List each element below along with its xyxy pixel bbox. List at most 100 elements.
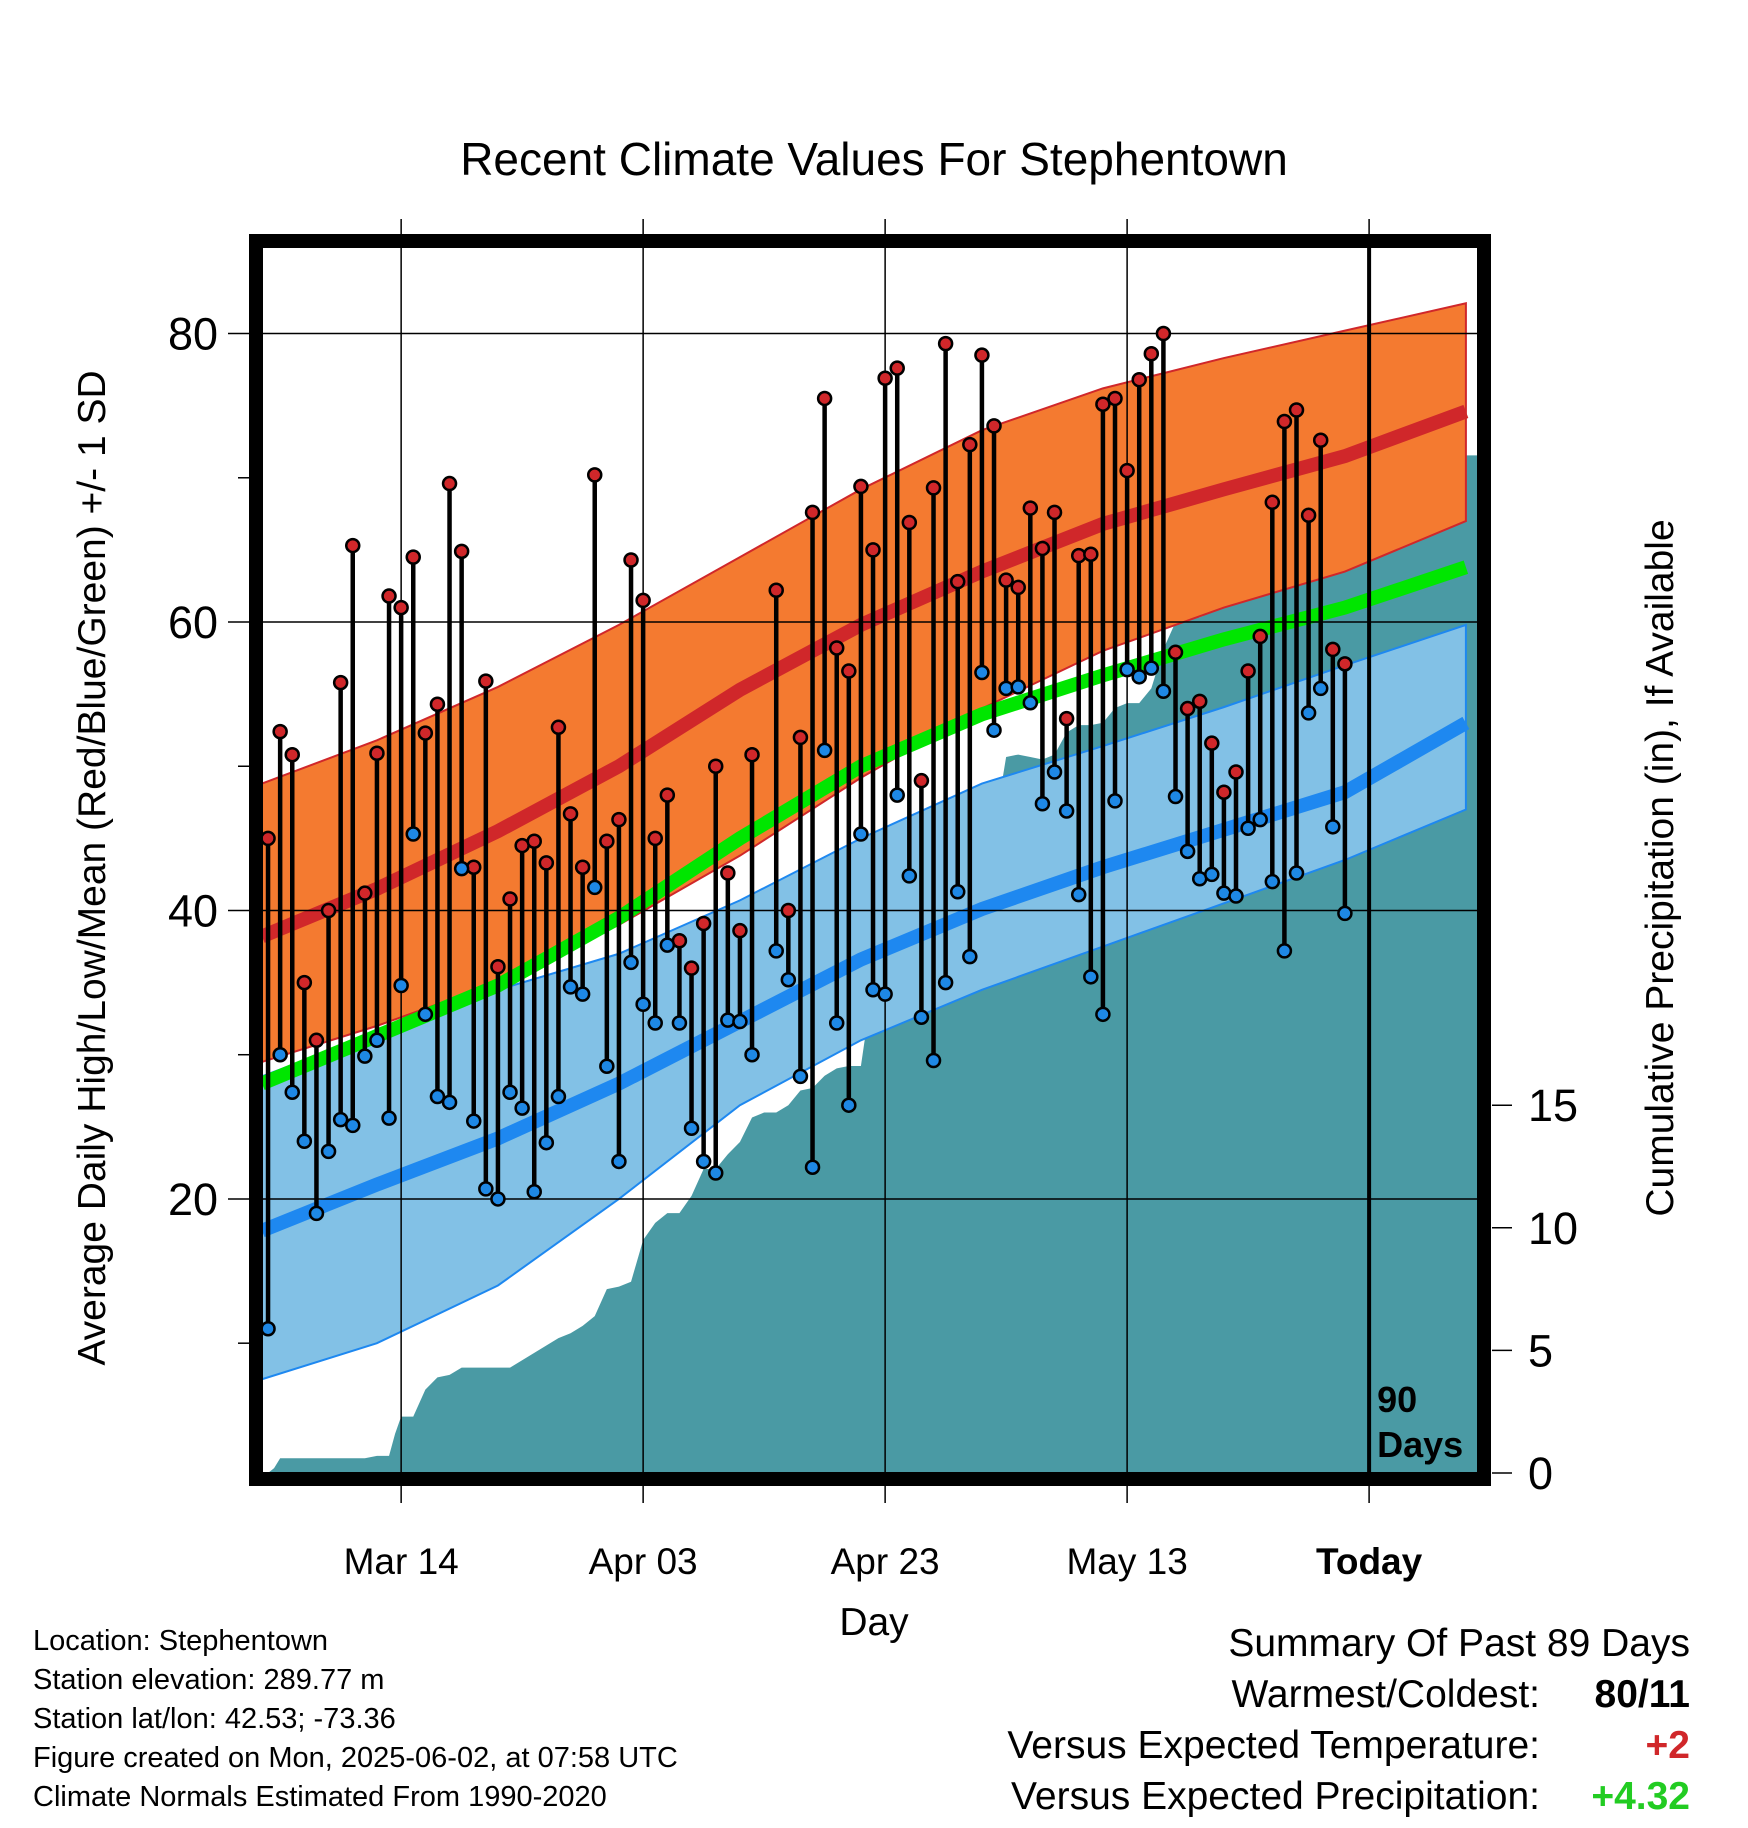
daily-low-point bbox=[816, 742, 833, 759]
daily-low-point bbox=[1288, 865, 1305, 881]
daily-high-point bbox=[913, 772, 930, 789]
daily-high-point bbox=[357, 885, 373, 901]
daily-high-point bbox=[949, 573, 966, 590]
y-tick-label: 60 bbox=[168, 597, 218, 648]
daily-low-point bbox=[780, 971, 797, 988]
daily-low-point bbox=[260, 1321, 276, 1337]
daily-low-point bbox=[1252, 811, 1268, 828]
daily-high-point bbox=[502, 891, 518, 907]
latlon-text: Station lat/lon: 42.53; -73.36 bbox=[33, 1703, 396, 1735]
daily-high-point bbox=[623, 552, 639, 568]
x-tick-label: Apr 03 bbox=[589, 1541, 698, 1582]
daily-high-point bbox=[925, 480, 942, 496]
daily-high-point bbox=[635, 592, 651, 609]
daily-high-point bbox=[611, 811, 627, 828]
daily-low-point bbox=[308, 1205, 325, 1222]
daily-low-point bbox=[441, 1094, 458, 1111]
daily-high-point bbox=[574, 859, 591, 875]
daily-high-point bbox=[1240, 663, 1256, 679]
daily-low-point bbox=[974, 664, 990, 681]
daily-high-point bbox=[695, 915, 712, 932]
daily-low-point bbox=[1046, 764, 1063, 780]
daily-high-point bbox=[1010, 579, 1026, 596]
daily-low-point bbox=[1167, 788, 1184, 805]
daily-high-point bbox=[405, 549, 421, 565]
daily-high-point bbox=[889, 360, 905, 376]
temp-anomaly-value: +2 bbox=[1645, 1724, 1690, 1767]
daily-high-point bbox=[1276, 413, 1293, 430]
daily-low-point bbox=[417, 1006, 434, 1023]
daily-high-point bbox=[1204, 735, 1220, 751]
daily-low-point bbox=[550, 1088, 567, 1105]
y-axis-label: Average Daily High/Low/Mean (Red/Blue/Gr… bbox=[71, 370, 114, 1365]
daily-low-point bbox=[853, 826, 869, 842]
daily-high-point bbox=[320, 902, 337, 919]
daily-high-point bbox=[901, 514, 918, 531]
daily-high-point bbox=[1191, 693, 1208, 710]
daily-high-point bbox=[937, 335, 954, 352]
daily-low-point bbox=[1034, 795, 1051, 812]
daily-high-point bbox=[877, 370, 893, 387]
daily-high-point bbox=[441, 475, 458, 492]
station-info: Location: Stephentown Station elevation:… bbox=[33, 1622, 678, 1817]
summary-heading: Summary Of Past 89 Days bbox=[1228, 1622, 1690, 1665]
daily-low-point bbox=[659, 937, 676, 953]
daily-low-point bbox=[647, 1015, 663, 1031]
daily-low-point bbox=[913, 1009, 930, 1025]
daily-low-point bbox=[962, 948, 978, 965]
daily-high-point bbox=[1022, 500, 1039, 516]
daily-high-point bbox=[562, 806, 579, 822]
daily-high-point bbox=[272, 723, 288, 740]
daily-high-point bbox=[1107, 390, 1123, 407]
daily-high-point bbox=[296, 974, 313, 991]
daily-high-point bbox=[538, 855, 555, 871]
daily-high-point bbox=[599, 833, 615, 849]
daily-low-point bbox=[1143, 660, 1160, 676]
daily-high-point bbox=[1143, 345, 1160, 362]
daily-high-point bbox=[453, 543, 470, 560]
y-tick-label: 40 bbox=[168, 885, 218, 936]
precip-anomaly-row: Versus Expected Precipitation: +4.32 bbox=[1007, 1771, 1690, 1822]
daily-low-point bbox=[949, 883, 966, 900]
daily-high-point bbox=[1034, 540, 1051, 557]
daily-low-point bbox=[901, 868, 918, 884]
daily-low-point bbox=[1228, 888, 1244, 904]
daily-low-point bbox=[1119, 661, 1135, 678]
precip-anomaly-label: Versus Expected Precipitation: bbox=[1011, 1775, 1540, 1818]
location-text: Location: Stephentown bbox=[33, 1625, 329, 1657]
daily-low-point bbox=[405, 826, 421, 842]
elevation-text: Station elevation: 289.77 m bbox=[33, 1664, 385, 1696]
daily-high-point bbox=[369, 745, 385, 762]
daily-low-point bbox=[1155, 683, 1172, 699]
y2-axis-label: Cumulative Precipitation (in), If Availa… bbox=[1639, 519, 1682, 1216]
daily-low-point bbox=[284, 1084, 300, 1100]
daily-high-point bbox=[308, 1032, 325, 1049]
daily-high-point bbox=[732, 922, 748, 939]
daily-low-point bbox=[732, 1013, 748, 1030]
daily-low-point bbox=[1240, 820, 1256, 837]
daily-low-point bbox=[538, 1134, 555, 1151]
daily-high-point bbox=[1325, 641, 1341, 658]
daily-high-point bbox=[744, 746, 760, 763]
daily-low-point bbox=[344, 1117, 361, 1134]
warmest-coldest-value: 80/11 bbox=[1594, 1673, 1690, 1716]
daily-low-point bbox=[1264, 873, 1281, 890]
daily-high-point bbox=[804, 504, 821, 521]
daily-high-point bbox=[974, 347, 990, 363]
daily-low-point bbox=[707, 1165, 724, 1181]
daily-high-point bbox=[1167, 644, 1184, 661]
x-axis-label: Day bbox=[839, 1601, 909, 1644]
daily-low-point bbox=[1058, 803, 1075, 819]
daily-high-point bbox=[853, 478, 869, 495]
daily-high-point bbox=[260, 830, 276, 847]
daily-high-point bbox=[429, 696, 446, 712]
daily-high-point bbox=[1300, 507, 1317, 524]
daily-high-point bbox=[1288, 402, 1305, 418]
daily-low-point bbox=[635, 996, 651, 1012]
daily-high-point bbox=[332, 674, 349, 691]
daily-low-point bbox=[792, 1068, 809, 1085]
daily-high-point bbox=[381, 588, 397, 604]
daily-high-point bbox=[1337, 656, 1353, 672]
